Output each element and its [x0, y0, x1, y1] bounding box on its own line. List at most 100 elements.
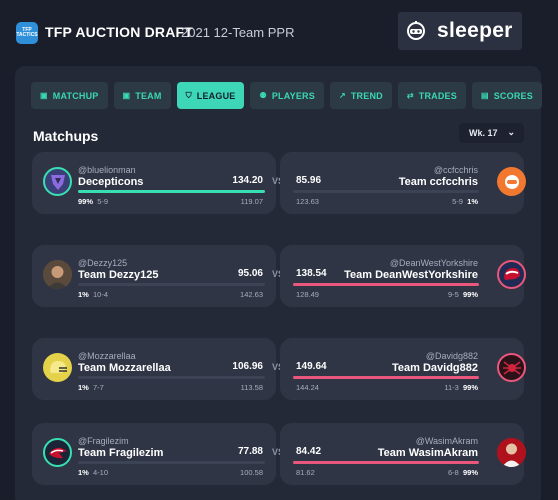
projected-score: 142.63	[240, 290, 263, 299]
win-probability: 99%	[462, 290, 478, 299]
team-card-home[interactable]: @bluelionman Decepticons 134.20 99% 5-9 …	[32, 152, 276, 214]
win-probability: 99%	[462, 383, 478, 392]
tab-scores[interactable]: ▤ SCORES	[471, 82, 542, 109]
team-score: 106.96	[232, 361, 263, 372]
score-progress-bar	[293, 190, 479, 193]
patriots-logo-icon	[43, 438, 72, 467]
score-progress-bar	[293, 461, 479, 464]
top-bar: TFP TACTICS TFP AUCTION DRAFT 2021 12-Te…	[0, 0, 558, 66]
week-value: Wk. 17	[469, 128, 498, 138]
projected-score: 128.49	[296, 290, 319, 299]
trades-icon: ⇄	[406, 91, 414, 100]
projected-score: 113.58	[240, 383, 263, 392]
team-name: Team Fragilezim	[78, 447, 164, 459]
section-title: Matchups	[33, 128, 99, 144]
team-card-home[interactable]: @Fragilezim Team Fragilezim 77.88 1% 4-1…	[32, 423, 276, 485]
scores-icon: ▤	[480, 91, 489, 100]
sleeper-brand[interactable]: sleeper	[398, 12, 522, 50]
win-prob-record: 9-5 99%	[448, 290, 478, 299]
sleeper-avatar-icon	[497, 167, 526, 196]
trend-icon: ↗	[338, 91, 346, 100]
matchup-row[interactable]: @Fragilezim Team Fragilezim 77.88 1% 4-1…	[32, 423, 526, 485]
username: @Davidg882	[425, 351, 478, 361]
tab-matchup[interactable]: ▣ MATCHUP	[31, 82, 108, 109]
team-card-away[interactable]: @ccfcchris Team ccfcchris 85.96 123.63 5…	[280, 152, 526, 214]
record: 9-5	[447, 290, 459, 299]
team-name: Team Davidg882	[391, 362, 478, 374]
tab-label: MATCHUP	[52, 90, 99, 101]
win-prob-record: 1% 10-4	[78, 290, 108, 299]
record: 10-4	[93, 290, 109, 299]
projected-score: 144.24	[296, 383, 319, 392]
username: @WasimAkram	[415, 436, 478, 446]
tab-label: TRADES	[418, 90, 457, 101]
tab-league[interactable]: ⛉ LEAGUE	[176, 82, 245, 109]
league-logo-text: TFP TACTICS	[16, 27, 38, 38]
vs-label: VS	[271, 362, 284, 372]
tab-trades[interactable]: ⇄ TRADES	[397, 82, 466, 109]
team-card-away[interactable]: @DeanWestYorkshire Team DeanWestYorkshir…	[280, 245, 526, 307]
team-name: Team WasimAkram	[377, 447, 478, 459]
record: 7-7	[93, 383, 104, 392]
score-progress-bar	[293, 283, 479, 286]
projected-score: 123.63	[296, 197, 319, 206]
team-card-home[interactable]: @Mozzarellaa Team Mozzarellaa 106.96 1% …	[32, 338, 276, 400]
username: @Mozzarellaa	[78, 351, 136, 361]
win-probability: 1%	[467, 197, 478, 206]
username: @Dezzy125	[78, 258, 128, 268]
league-logo-icon[interactable]: TFP TACTICS	[16, 22, 38, 44]
main-panel: ▣ MATCHUP ▣ TEAM ⛉ LEAGUE ⚉ PLAYERS ↗ TREND ⇄…	[15, 66, 542, 500]
username: @ccfcchris	[433, 165, 478, 175]
decepticon-logo-icon	[43, 167, 72, 196]
win-prob-record: 11-3 99%	[444, 383, 478, 392]
person-photo-icon	[497, 438, 526, 467]
progress-fill	[293, 461, 479, 464]
trophy-icon: ▣	[40, 91, 48, 100]
team-score: 84.42	[296, 446, 322, 457]
tab-label: TEAM	[135, 90, 162, 101]
win-probability: 99%	[78, 197, 94, 206]
win-prob-record: 1% 4-10	[78, 468, 108, 477]
team-card-away[interactable]: @Davidg882 Team Davidg882 149.64 144.24 …	[280, 338, 526, 400]
tab-trend[interactable]: ↗ TREND	[329, 82, 392, 109]
team-score: 85.96	[296, 175, 322, 186]
vs-label: VS	[271, 447, 284, 457]
team-name: Team Dezzy125	[78, 269, 159, 281]
team-score: 134.20	[232, 175, 263, 186]
tab-team[interactable]: ▣ TEAM	[113, 82, 171, 109]
vs-label: VS	[271, 176, 284, 186]
patriots-helmet-icon	[497, 260, 526, 289]
record: 11-3	[444, 383, 459, 392]
spider-logo-icon	[497, 353, 526, 382]
team-score: 138.54	[296, 268, 327, 279]
team-card-away[interactable]: @WasimAkram Team WasimAkram 84.42 81.62 …	[280, 423, 526, 485]
matchup-row[interactable]: @bluelionman Decepticons 134.20 99% 5-9 …	[32, 152, 526, 214]
team-card-home[interactable]: @Dezzy125 Team Dezzy125 95.06 1% 10-4 14…	[32, 245, 276, 307]
score-progress-bar	[78, 283, 265, 286]
score-progress-bar	[78, 376, 265, 379]
tab-players[interactable]: ⚉ PLAYERS	[250, 82, 324, 109]
tab-label: PLAYERS	[271, 90, 315, 101]
league-subtitle: 2021 12-Team PPR	[181, 25, 295, 40]
record: 6-8	[447, 468, 459, 477]
win-prob-record: 1% 7-7	[78, 383, 104, 392]
matchup-row[interactable]: @Mozzarellaa Team Mozzarellaa 106.96 1% …	[32, 338, 526, 400]
progress-fill	[78, 190, 265, 193]
person-photo-icon	[43, 260, 72, 289]
win-probability: 1%	[78, 468, 89, 477]
sleeper-wordmark: sleeper	[437, 19, 513, 42]
matchup-row[interactable]: @Dezzy125 Team Dezzy125 95.06 1% 10-4 14…	[32, 245, 526, 307]
username: @Fragilezim	[78, 436, 129, 446]
tab-label: LEAGUE	[196, 90, 236, 101]
progress-fill	[293, 376, 479, 379]
team-name: Team Mozzarellaa	[78, 362, 171, 374]
team-score: 77.88	[237, 446, 263, 457]
team-name: Team ccfcchris	[398, 176, 478, 188]
score-progress-bar	[78, 461, 265, 464]
username: @DeanWestYorkshire	[389, 258, 478, 268]
week-dropdown[interactable]: Wk. 17 ⌄	[459, 123, 524, 143]
username: @bluelionman	[78, 165, 136, 175]
projected-score: 100.58	[240, 468, 263, 477]
team-score: 149.64	[296, 361, 327, 372]
tab-label: SCORES	[493, 90, 533, 101]
